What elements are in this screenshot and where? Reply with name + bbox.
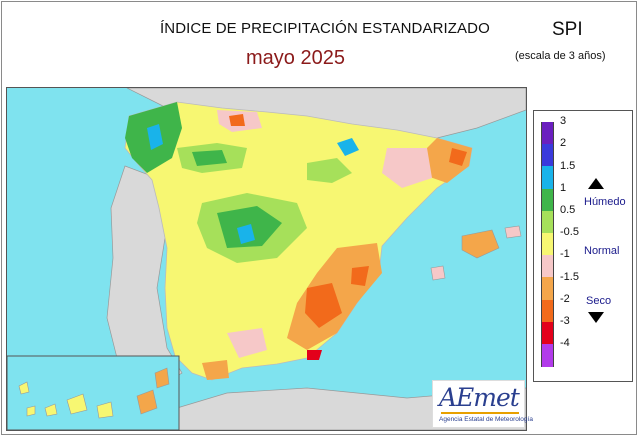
legend-swatch	[541, 277, 554, 301]
logo-tagline: Agencia Estatal de Meteorología	[439, 416, 533, 423]
scale-note: (escala de 3 años)	[515, 50, 606, 62]
ibiza	[430, 265, 446, 281]
legend-tick-label: -3	[560, 315, 570, 327]
legend-swatch	[541, 144, 554, 167]
legend-tick-label: -0.5	[560, 226, 579, 239]
humid-arrow-icon	[588, 178, 604, 189]
legend-tick-label: -1.5	[560, 270, 579, 283]
legend-tick-label: -2	[560, 292, 570, 305]
map-period: mayo 2025	[246, 47, 345, 69]
dry-label: Seco	[586, 295, 612, 307]
menorca	[504, 225, 522, 239]
legend-swatch	[541, 255, 554, 278]
mallorca	[461, 229, 500, 259]
legend-tick-label: 0.5	[560, 204, 576, 216]
legend-tick-label: 3	[560, 115, 567, 128]
legend-tick-label: 1	[560, 181, 567, 194]
spi-legend: 3 2 1.5 1 0.5 -0.5 -1 -1.5 -2 -3 -4 Húmedo Normal …	[533, 110, 633, 382]
legend-swatch	[541, 166, 554, 190]
legend-tick-label: 1.5	[560, 159, 576, 172]
legend-swatch	[541, 188, 554, 212]
legend-swatch	[541, 299, 554, 323]
legend-swatch	[541, 122, 554, 145]
aemet-logo: AEmet Agencia Estatal de Meteorología	[432, 380, 533, 428]
legend-tick-label: -1	[560, 248, 570, 261]
legend-swatch	[541, 344, 554, 367]
humid-label: Húmedo	[584, 196, 626, 208]
map-title: ÍNDICE DE PRECIPITACIÓN ESTANDARIZADO	[160, 20, 490, 37]
legend-tick-label: 2	[560, 137, 567, 150]
legend-swatch	[541, 321, 554, 345]
legend-swatch	[541, 233, 554, 256]
map-canvas	[7, 88, 526, 430]
dry-arrow-icon	[588, 312, 604, 323]
normal-label: Normal	[584, 245, 620, 257]
index-name: SPI	[552, 19, 583, 40]
legend-swatch	[541, 210, 554, 234]
logo-wordmark: AEmet	[439, 383, 520, 412]
legend-tick-label: -4	[560, 337, 570, 350]
